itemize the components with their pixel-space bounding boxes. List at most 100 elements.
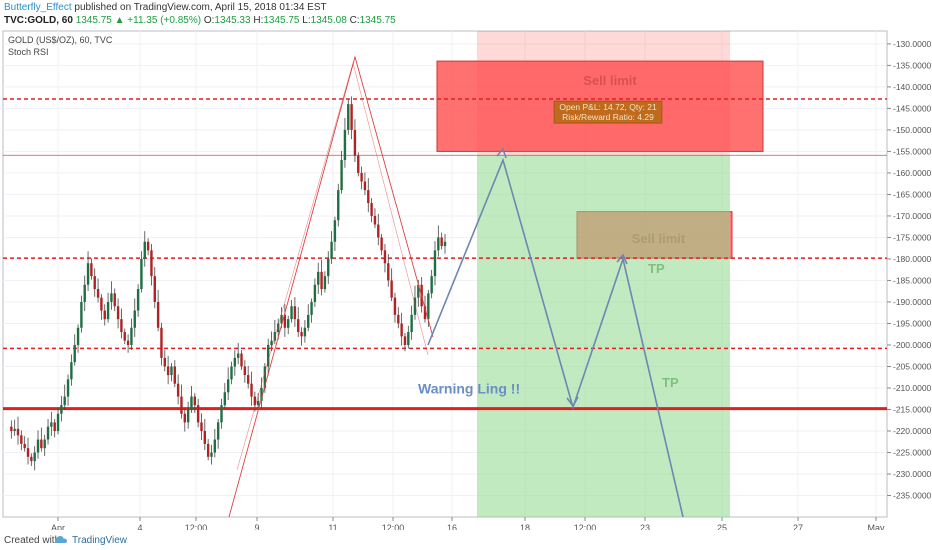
candle-body <box>353 129 357 156</box>
series-legend: GOLD (US$/OZ), 60, TVC Stoch RSI <box>8 35 112 57</box>
y-tick-label: -140.0000 <box>893 82 932 92</box>
candle-body <box>433 250 437 277</box>
publish-line: Butterfly_Effect published on TradingVie… <box>4 2 327 13</box>
candle-body <box>233 357 237 367</box>
candle-body <box>66 379 70 397</box>
candle-body <box>313 284 317 302</box>
candle-body <box>156 301 160 328</box>
price-chart[interactable]: Sell limitSell limit -130.0000-135.0000-… <box>0 30 932 530</box>
candle-body <box>103 310 106 320</box>
candle-body <box>256 400 260 406</box>
time-axis[interactable]: Apr 4 12:00 9 11 12:00 16 18 12:00 23 25 27 May <box>51 517 885 530</box>
candle-body <box>330 241 333 259</box>
candle-body <box>163 357 166 367</box>
candle-body <box>116 306 120 320</box>
candle-body <box>243 366 247 376</box>
candle-body <box>196 405 200 423</box>
candle-body <box>93 276 96 290</box>
open-value: 1345.33 <box>214 15 251 26</box>
high-label: H: <box>253 15 264 26</box>
candle-body <box>86 263 90 285</box>
projection-arrow-up <box>496 147 507 159</box>
candle-body <box>130 327 133 345</box>
low-label: L: <box>302 15 311 26</box>
x-tick-label: 4 <box>137 523 142 530</box>
position-pnl-text: Open P&L: 14.72, Qty: 21 <box>559 102 657 112</box>
last-price: 1345.75 <box>75 15 112 26</box>
candle-body <box>203 430 207 444</box>
price-axis[interactable]: -130.0000 -135.0000 -140.0000 -145.0000 -150… <box>887 39 932 501</box>
candle-body <box>347 104 350 130</box>
price-change: ▲ +11.35 (+0.85%) <box>114 15 202 26</box>
x-tick-label: 11 <box>328 523 337 530</box>
y-tick-label: -185.0000 <box>893 275 932 285</box>
y-tick-label: -235.0000 <box>893 490 932 500</box>
candle-body <box>430 276 433 294</box>
candle-body <box>327 258 330 277</box>
candle-body <box>200 422 203 431</box>
candle-body <box>123 332 126 341</box>
open-label: O: <box>203 15 215 26</box>
candle-body <box>410 314 413 333</box>
candle-body <box>323 276 327 290</box>
candle-body <box>33 452 36 462</box>
candle-body <box>76 327 80 345</box>
candle-body <box>283 314 287 328</box>
candle-body <box>290 306 293 320</box>
candle-body <box>50 422 53 427</box>
candle-body <box>230 366 233 380</box>
candle-body <box>260 387 263 401</box>
y-tick-label: -190.0000 <box>893 297 932 307</box>
candle-body <box>16 428 20 436</box>
candle-body <box>143 241 146 259</box>
x-tick-label: 12:00 <box>574 523 597 530</box>
close-value: 1345.75 <box>359 15 396 26</box>
tp-label: TP <box>648 261 665 276</box>
author-link[interactable]: Butterfly_Effect <box>4 2 72 13</box>
candle-body <box>110 293 113 302</box>
y-tick-label: -230.0000 <box>893 469 932 479</box>
candle-body <box>300 332 303 337</box>
candle-body <box>390 280 393 298</box>
candle-body <box>210 452 213 457</box>
projection-layer <box>427 147 684 518</box>
candle-body <box>220 405 223 423</box>
candle-body <box>236 353 240 358</box>
y-tick-label: -225.0000 <box>893 447 932 457</box>
y-tick-label: -145.0000 <box>893 103 932 113</box>
candle-body <box>270 340 273 345</box>
candle-body <box>20 435 23 444</box>
candle-body <box>13 428 16 431</box>
candle-body <box>427 293 430 320</box>
sell-limit-label: Sell limit <box>583 73 637 88</box>
candle-body <box>30 456 33 462</box>
candle-body <box>363 181 367 191</box>
candle-body <box>140 258 143 290</box>
candle-body <box>160 327 163 358</box>
candle-body <box>173 366 176 384</box>
tradingview-brand[interactable]: TradingView <box>72 535 128 546</box>
candle-body <box>310 301 313 315</box>
candle-body <box>190 396 193 410</box>
legend-indicator: Stoch RSI <box>8 47 49 57</box>
candle-body <box>407 332 410 345</box>
candle-body <box>126 340 130 345</box>
candle-body <box>70 362 73 380</box>
candle-body <box>53 422 56 431</box>
candle-body <box>373 215 377 225</box>
candle-body <box>340 160 343 191</box>
candle-body <box>417 284 420 298</box>
candle-body <box>40 439 43 449</box>
candle-body <box>266 344 270 367</box>
profit-zone <box>477 155 730 517</box>
candle-body <box>393 297 397 315</box>
candle-body <box>303 327 307 337</box>
position-rr-text: Risk/Reward Ratio: 4.29 <box>562 112 654 122</box>
y-tick-label: -170.0000 <box>893 211 932 221</box>
candle-body <box>56 413 60 431</box>
candle-body <box>183 413 187 423</box>
projection-arrow-down <box>566 396 579 408</box>
projection-arrow-up <box>616 253 628 265</box>
created-with-text: Created with <box>4 535 61 546</box>
